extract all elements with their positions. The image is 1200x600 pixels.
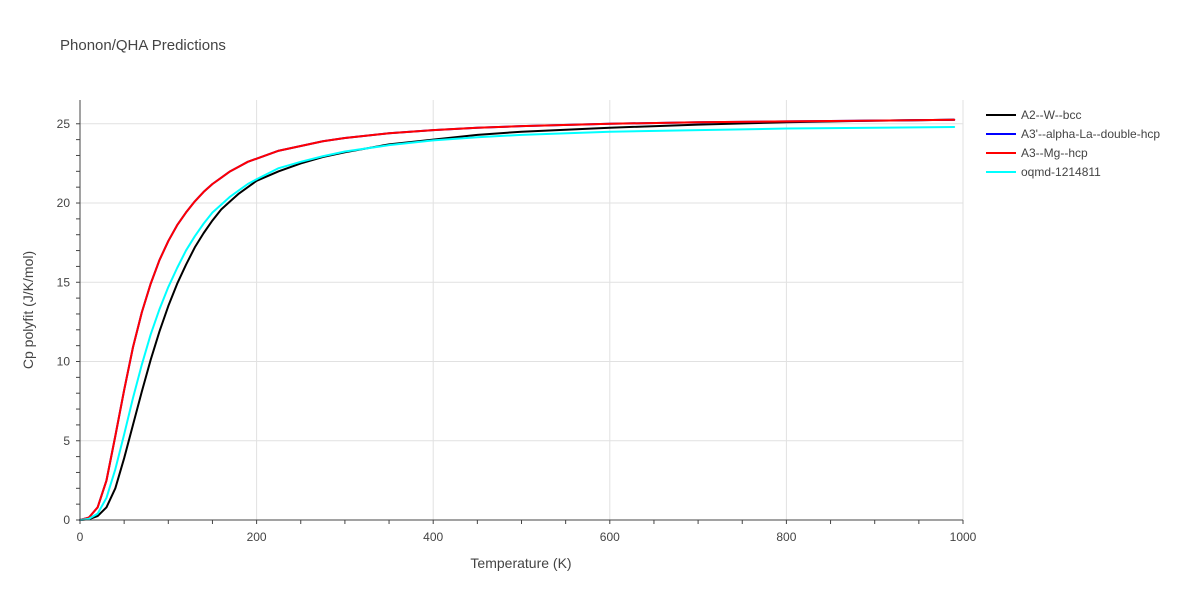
legend-item-1[interactable]: A2--W--bcc [986,108,1081,122]
legend[interactable]: A2--W--bcc A3'--alpha-La--double-hcp A3--M… [986,108,1160,179]
chart-title: Phonon/QHA Predictions [60,37,226,54]
x-tick-label: 400 [423,530,443,544]
y-tick-label: 0 [63,513,70,527]
legend-label: A3--Mg--hcp [1021,146,1088,160]
y-tick-label: 15 [57,275,71,289]
series-line-2[interactable] [79,118,956,521]
x-tick-label: 200 [247,530,267,544]
axes [76,100,964,524]
legend-item-4[interactable]: oqmd-1214811 [986,165,1101,179]
legend-item-3[interactable]: A3--Mg--hcp [986,146,1088,160]
y-axis-title: Cp polyfit (J/K/mol) [20,251,36,369]
x-tick-label: 1000 [950,530,977,544]
y-tick-label: 10 [57,355,71,369]
x-axis-title: Temperature (K) [470,555,571,571]
series-line-1[interactable] [79,118,956,521]
grid [80,100,964,520]
legend-label: A3'--alpha-La--double-hcp [1021,127,1160,141]
legend-item-2[interactable]: A3'--alpha-La--double-hcp [986,127,1160,141]
x-axis-ticks: 0 200 400 600 800 1000 [77,530,977,544]
y-tick-label: 25 [57,117,71,131]
legend-label: oqmd-1214811 [1021,165,1101,179]
y-tick-label: 20 [57,196,71,210]
x-tick-label: 600 [600,530,620,544]
series-line-3[interactable] [79,118,956,521]
series-line-4[interactable] [79,125,956,521]
y-tick-label: 5 [63,434,70,448]
y-axis-ticks: 0 5 10 15 20 25 [57,117,71,527]
plot-area[interactable] [79,118,956,521]
x-tick-label: 800 [776,530,796,544]
x-tick-label: 0 [77,530,84,544]
legend-label: A2--W--bcc [1021,108,1081,122]
